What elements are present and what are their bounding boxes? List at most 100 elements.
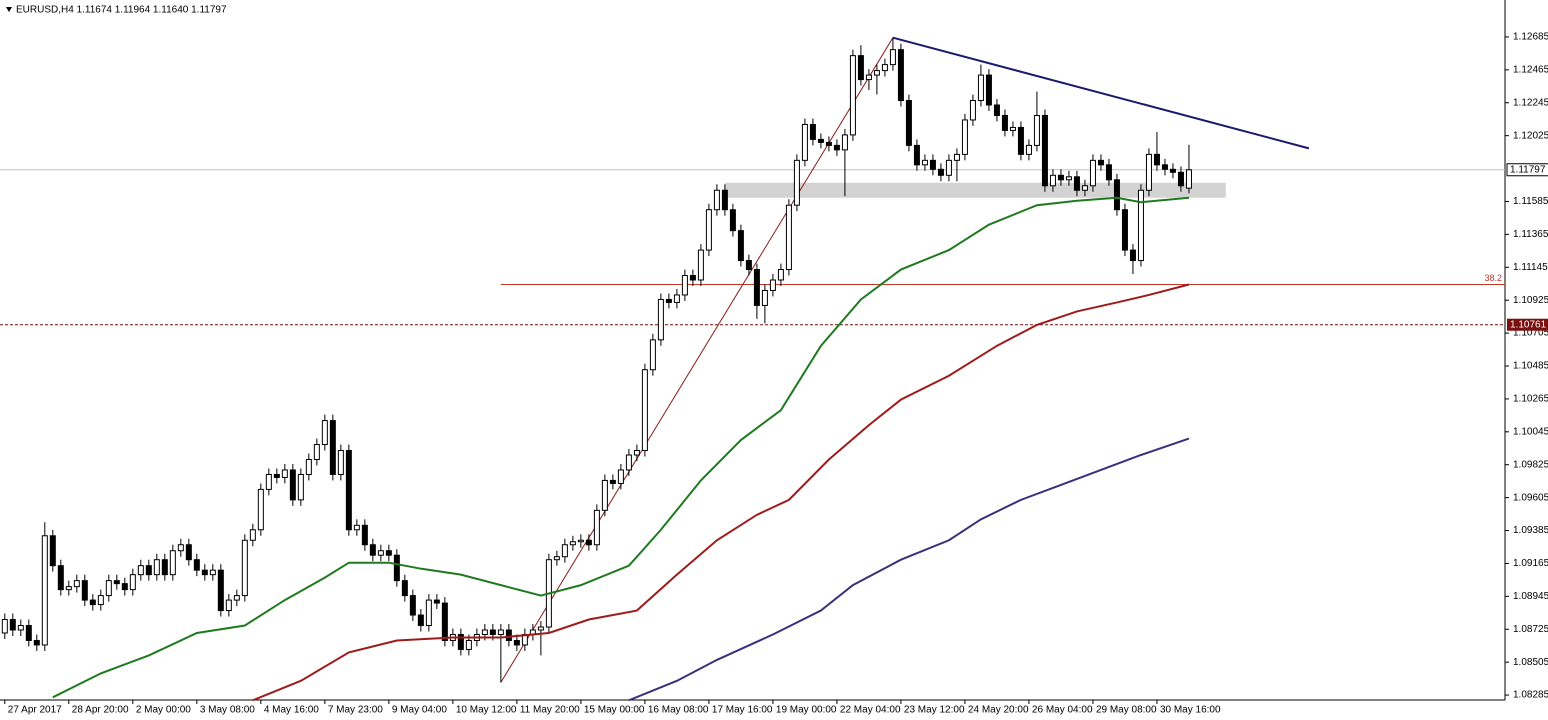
- candle-body: [201, 569, 208, 576]
- candle-body: [409, 595, 416, 616]
- candle-body: [361, 524, 368, 546]
- x-tick-label: 15 May 00:00: [584, 705, 645, 716]
- candle-body: [969, 100, 976, 121]
- candle-body: [81, 580, 88, 601]
- bid-label-box: [1506, 163, 1548, 177]
- candle-body: [441, 602, 448, 641]
- candle-body: [745, 260, 752, 271]
- candle-body: [865, 74, 872, 81]
- x-tick-label: 28 Apr 20:00: [72, 705, 129, 716]
- candle-body: [489, 629, 496, 635]
- level-label-box: [1507, 318, 1548, 331]
- candle-body: [1113, 179, 1120, 211]
- candle-body: [945, 159, 952, 176]
- candle-body: [353, 524, 360, 531]
- y-tick-label: 1.12245: [1513, 97, 1548, 108]
- candle-body: [417, 614, 424, 627]
- candle-body: [809, 123, 816, 140]
- candle-body: [985, 74, 992, 106]
- candle-body: [289, 469, 296, 501]
- y-tick-label: 1.09165: [1513, 558, 1548, 569]
- candle-body: [185, 544, 192, 561]
- menu-arrow[interactable]: [6, 7, 12, 12]
- candle-body: [769, 279, 776, 291]
- moving-average: [52, 196, 1190, 699]
- candle-body: [1153, 153, 1160, 166]
- candle-body: [41, 535, 48, 646]
- candle-body: [689, 275, 696, 281]
- candle-body: [1017, 126, 1024, 155]
- candle-body: [345, 450, 352, 531]
- fibo-label: 38.2: [1484, 273, 1502, 283]
- candle-body: [377, 550, 384, 556]
- candle-body: [721, 189, 728, 211]
- candle-body: [329, 420, 336, 475]
- candle-body: [849, 55, 856, 136]
- candle-body: [265, 473, 272, 490]
- candle-body: [825, 141, 832, 146]
- candle-body: [145, 565, 152, 576]
- candle-body: [425, 599, 432, 627]
- x-tick-label: 2 May 00:00: [136, 705, 191, 716]
- candle-body: [649, 339, 656, 371]
- candle-body: [1137, 189, 1144, 262]
- candle-body: [505, 629, 512, 641]
- candle-body: [17, 625, 24, 631]
- candle-body: [833, 144, 840, 151]
- candle-body: [633, 450, 640, 456]
- candle-body: [25, 625, 32, 641]
- y-tick-label: 1.12025: [1513, 130, 1548, 141]
- candle-body: [1065, 176, 1072, 181]
- x-tick-label: 3 May 08:00: [200, 705, 255, 716]
- candle-body: [1169, 168, 1176, 173]
- candle-body: [761, 289, 768, 306]
- candle-body: [105, 580, 112, 597]
- y-tick-label: 1.08725: [1513, 624, 1548, 635]
- candle-body: [1177, 171, 1184, 187]
- candle-body: [905, 100, 912, 146]
- candle-body: [673, 294, 680, 303]
- y-tick-label: 1.10265: [1513, 394, 1548, 405]
- candle-body: [65, 586, 72, 591]
- candle-body: [625, 454, 632, 471]
- candle-body: [385, 550, 392, 556]
- candle-body: [681, 275, 688, 296]
- candle-body: [225, 599, 232, 612]
- candle-body: [937, 168, 944, 176]
- x-tick-label: 22 May 04:00: [840, 705, 901, 716]
- candle-body: [577, 539, 584, 543]
- candle-body: [737, 230, 744, 262]
- x-tick-label: 19 May 00:00: [776, 705, 837, 716]
- x-tick-label: 4 May 16:00: [264, 705, 319, 716]
- candle-body: [785, 204, 792, 271]
- candle-body: [1121, 209, 1128, 251]
- y-tick-label: 1.11365: [1513, 229, 1548, 240]
- candle-body: [1073, 176, 1080, 191]
- candle-body: [497, 629, 504, 635]
- candle-body: [641, 369, 648, 452]
- x-tick-label: 24 May 20:00: [968, 705, 1029, 716]
- x-tick-label: 23 May 12:00: [904, 705, 965, 716]
- candle-body: [457, 633, 464, 650]
- candle-body: [129, 574, 136, 591]
- y-tick-label: 1.11145: [1513, 262, 1548, 273]
- candle-body: [249, 529, 256, 541]
- x-tick-label: 7 May 23:00: [328, 705, 383, 716]
- candle-body: [993, 104, 1000, 116]
- moving-average: [628, 437, 1190, 702]
- y-tick-label: 1.10705: [1513, 328, 1548, 339]
- y-tick-label: 1.08285: [1513, 690, 1548, 701]
- candle-body: [89, 599, 96, 606]
- candle-body: [113, 580, 120, 585]
- candle-body: [313, 444, 320, 460]
- candle-body: [73, 580, 80, 588]
- candle-body: [401, 580, 408, 597]
- candle-body: [817, 138, 824, 143]
- candle-body: [153, 559, 160, 576]
- candle-body: [481, 629, 488, 635]
- candle-body: [121, 583, 128, 591]
- candle-body: [977, 74, 984, 102]
- candle-body: [537, 626, 544, 631]
- candle-body: [1185, 169, 1192, 189]
